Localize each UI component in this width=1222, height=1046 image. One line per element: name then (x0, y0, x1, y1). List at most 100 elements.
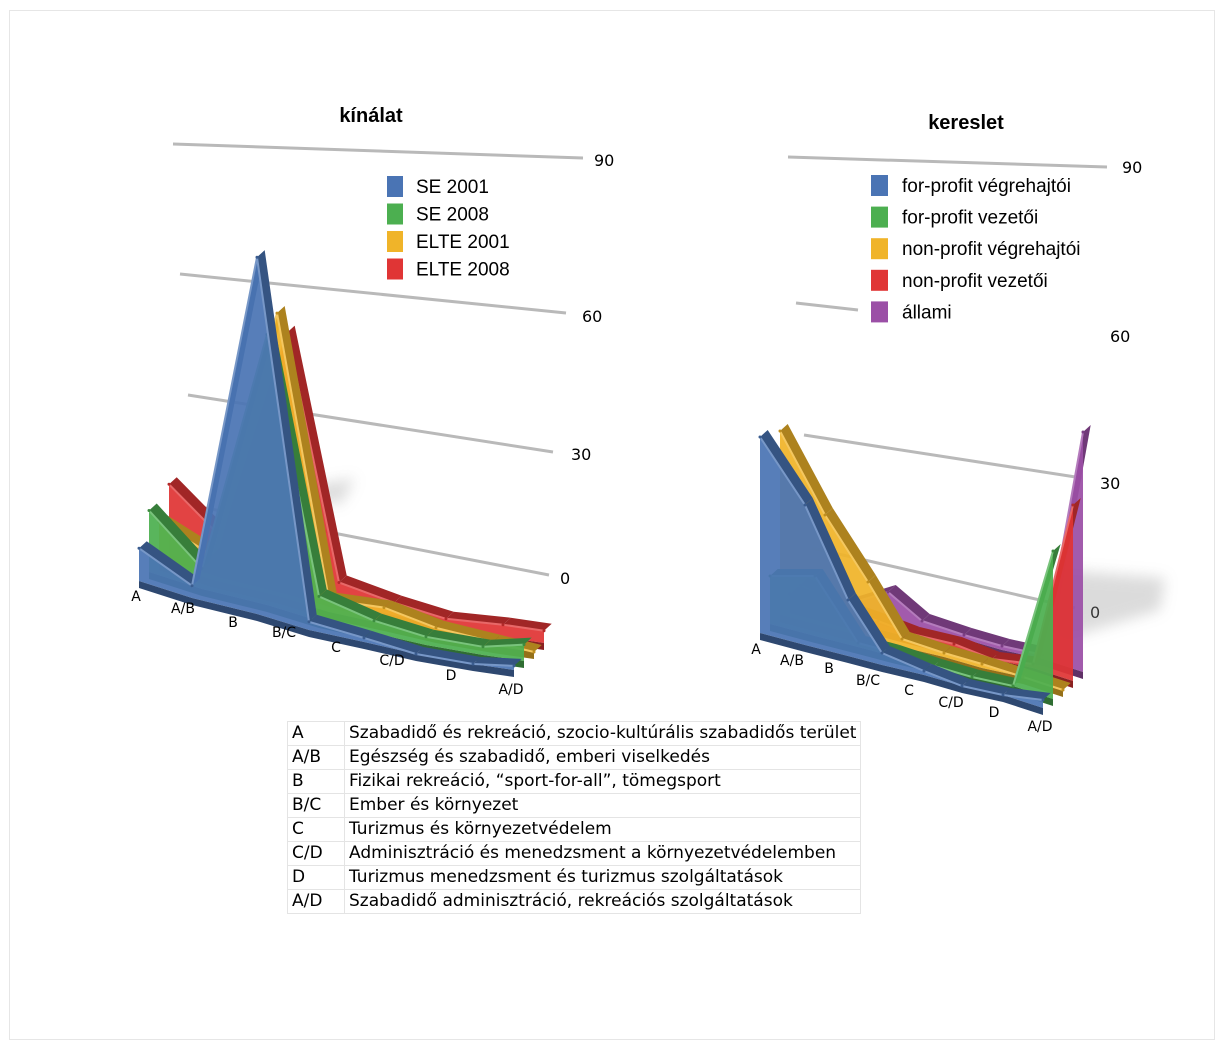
kereslet-shadow (1060, 570, 1165, 640)
legend-table-row: A/D Szabadidő adminisztráció, rekreációs … (287, 889, 862, 914)
kinalat-x-tick-label: A (131, 589, 141, 605)
series-edge (922, 614, 972, 635)
category-legend-table: A Szabadidő és rekreáció, szocio-kultúrál… (287, 721, 862, 914)
legend-table-row: A/B Egészség és szabadidő, emberi viselke… (287, 745, 862, 770)
legend-label: állami (902, 302, 952, 323)
data-point-c-d (970, 675, 974, 679)
kinalat-y-tick-label: 60 (582, 307, 602, 326)
kinalat-y-tick-label: 90 (594, 151, 614, 170)
series-edge (972, 670, 1021, 686)
data-point-b (255, 255, 259, 259)
kinalat-chart-title: kínálat (339, 105, 403, 127)
data-point-b-c (307, 620, 311, 624)
legend-table-row: D Turizmus menedzsment és turizmus szolgá… (287, 865, 862, 890)
series-edge (446, 611, 511, 625)
kinalat-x-tick-label: D (446, 668, 457, 684)
legend-table-row: C Turizmus és környezetvédelem (287, 817, 862, 842)
kereslet-gridline-0 (787, 155, 1108, 169)
kereslet-y-tick-label: 30 (1100, 474, 1120, 493)
kereslet-gridline-1 (795, 301, 859, 312)
kinalat-y-tick-label: 30 (571, 445, 591, 464)
series-edge (902, 632, 952, 653)
data-point-c-d (980, 662, 984, 666)
kereslet-x-tick-label: B (824, 661, 834, 677)
data-point-b-c (920, 619, 924, 623)
data-point-a (758, 435, 762, 439)
series-area (139, 257, 514, 670)
series-edge (287, 325, 347, 583)
data-point-a-b (823, 513, 827, 517)
kinalat-x-tick-label: A/B (171, 601, 195, 617)
series-edge (868, 575, 910, 639)
data-point-c-d (424, 635, 428, 639)
series-edge (780, 424, 833, 515)
data-point-c (382, 606, 386, 610)
legend-label: for-profit vezetői (902, 208, 1038, 229)
legend-swatch (871, 238, 888, 260)
data-point-c (952, 642, 956, 646)
data-point-b-c (317, 594, 321, 598)
kereslet-x-tick-label: C (904, 683, 914, 699)
legend-code: A/D (287, 889, 345, 914)
kereslet-y-tick-label: 60 (1110, 327, 1130, 346)
data-point-b (886, 590, 890, 594)
data-point-c (922, 669, 926, 673)
series-edge (954, 637, 1000, 659)
legend-swatch (871, 206, 888, 228)
legend-description: Turizmus menedzsment és turizmus szolgál… (343, 865, 862, 890)
legend-swatch (387, 203, 403, 225)
series-base (760, 633, 1043, 715)
data-point-b-c (337, 581, 341, 584)
kinalat-x-tick-label: A/D (498, 682, 523, 698)
data-point-a-d (1051, 549, 1055, 553)
legend-label: non-profit vezetői (902, 271, 1048, 292)
legend-swatch (387, 231, 403, 252)
legend-label: non-profit végrehajtói (902, 239, 1081, 260)
kereslet-x-tick-label: A/D (1027, 719, 1052, 735)
data-point-a (778, 429, 782, 433)
series-edge (329, 592, 392, 608)
data-point-b-c (880, 651, 884, 655)
data-point-b (846, 598, 850, 602)
legend-label: SE 2008 (416, 205, 489, 226)
legend-code: A/B (287, 745, 345, 770)
series-edge (888, 585, 930, 621)
legend-swatch (871, 269, 888, 291)
kereslet-x-tick-label: A (751, 642, 761, 658)
legend-table-row: C/D Adminisztráció és menedzsment a körny… (287, 841, 862, 866)
series-area (760, 437, 1043, 708)
data-point-d (1001, 693, 1005, 697)
series-edge (309, 614, 372, 638)
data-point-c (362, 636, 366, 640)
legend-table-row: A Szabadidő és rekreáció, szocio-kultúrál… (287, 721, 862, 746)
legend-code: C/D (287, 841, 345, 866)
kereslet-y-tick-label: 90 (1122, 158, 1142, 177)
data-point-a-b (190, 584, 194, 588)
kinalat-gridline-1 (179, 272, 567, 315)
series-edge (892, 645, 942, 666)
legend-code: D (287, 865, 345, 890)
series-edge (848, 593, 890, 653)
data-point-c-d (960, 684, 964, 688)
legend-label: ELTE 2001 (416, 232, 510, 253)
kinalat-x-tick-label: C (331, 640, 341, 656)
legend-swatch (871, 301, 888, 323)
data-point-d (481, 645, 485, 649)
data-point-a-d (1081, 430, 1085, 434)
legend-label: SE 2001 (416, 177, 489, 198)
data-point-b (866, 580, 870, 584)
kinalat-x-tick-label: C/D (379, 653, 404, 669)
data-point-d (501, 623, 505, 627)
kereslet-x-tick-label: C/D (938, 695, 963, 711)
series-edge (964, 628, 1010, 646)
kinalat-x-tick-label: B (228, 615, 238, 631)
legend-code: B (287, 769, 345, 794)
legend-description: Fizikai rekreáció, “sport-for-all”, töme… (343, 769, 862, 794)
kereslet-series-for-profit-vegrehajtoi (758, 430, 1051, 715)
data-point-a-d (522, 643, 526, 647)
series-edge (139, 541, 200, 586)
legend-code: B/C (287, 793, 345, 818)
